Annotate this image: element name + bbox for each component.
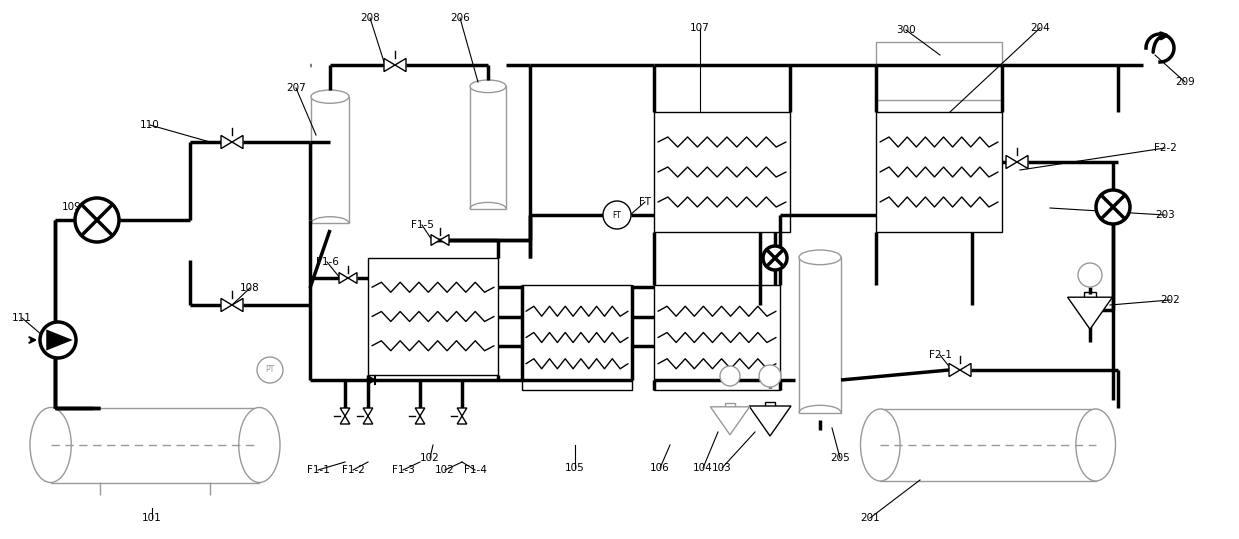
Text: 202: 202 [1160,295,1180,305]
Text: 205: 205 [830,453,850,463]
Bar [654,112,790,232]
Polygon shape [221,135,232,149]
Circle shape [763,246,787,270]
Text: F1-5: F1-5 [410,220,434,230]
Bar [880,409,1095,481]
Polygon shape [341,416,349,424]
Text: F1-6: F1-6 [316,257,338,267]
Bar [1084,292,1095,298]
Circle shape [760,365,781,387]
Polygon shape [339,273,348,284]
Bar [470,86,506,209]
Polygon shape [48,332,68,348]
Polygon shape [384,58,395,72]
Text: FT: FT [639,197,650,207]
Ellipse shape [470,80,506,93]
Polygon shape [363,416,373,424]
Text: 204: 204 [1030,23,1049,33]
Text: 104: 104 [693,463,712,473]
Text: 102: 102 [420,453,440,463]
Text: PT: PT [265,365,275,375]
Bar [876,42,1002,100]
Text: 300: 300 [896,25,916,35]
Text: FT: FT [612,211,622,219]
Text: F2-1: F2-1 [928,350,952,360]
Polygon shape [341,408,349,416]
Polygon shape [431,234,440,245]
Polygon shape [1017,155,1028,169]
Text: 106: 106 [650,463,670,473]
Polygon shape [221,299,232,312]
Polygon shape [1006,155,1017,169]
Text: 110: 110 [140,120,160,130]
Text: F1-4: F1-4 [463,465,487,475]
Polygon shape [232,135,243,149]
Circle shape [40,322,76,358]
Text: 109: 109 [62,202,82,212]
Circle shape [720,366,740,386]
Circle shape [1078,263,1101,287]
Polygon shape [457,416,467,424]
Polygon shape [368,376,375,384]
Polygon shape [750,406,790,436]
Bar [522,285,632,390]
Bar [764,402,776,406]
Circle shape [603,201,631,229]
Ellipse shape [30,407,72,482]
Circle shape [76,198,119,242]
Bar [311,96,349,223]
Text: 208: 208 [361,13,380,23]
Text: 203: 203 [1155,210,1175,220]
Circle shape [256,357,282,383]
Text: 209: 209 [1175,77,1194,87]
Text: 201: 201 [860,513,880,523]
Text: 101: 101 [142,513,162,523]
Text: F2-2: F2-2 [1154,143,1177,153]
Text: F1-1: F1-1 [306,465,330,475]
Ellipse shape [239,407,280,482]
Text: F1-2: F1-2 [342,465,364,475]
Polygon shape [440,234,449,245]
Circle shape [1097,190,1130,224]
Bar [799,257,841,413]
Polygon shape [395,58,406,72]
Polygon shape [457,408,467,416]
Polygon shape [363,408,373,416]
Text: 107: 107 [690,23,710,33]
Text: 206: 206 [450,13,470,23]
Ellipse shape [799,250,841,265]
Text: 108: 108 [240,283,260,293]
Polygon shape [415,416,425,424]
Polygon shape [960,363,971,377]
Text: 105: 105 [565,463,585,473]
Polygon shape [232,299,243,312]
Ellipse shape [861,409,900,481]
Text: 103: 103 [712,463,732,473]
Polygon shape [415,408,425,416]
Ellipse shape [311,90,349,103]
Bar [368,258,498,375]
Text: 111: 111 [12,313,32,323]
Text: 102: 102 [435,465,455,475]
Bar [51,407,259,482]
Ellipse shape [1075,409,1115,481]
Polygon shape [348,273,357,284]
Bar [876,112,1002,232]
Bar [725,403,735,407]
Polygon shape [949,363,960,377]
Bar [654,285,781,390]
Polygon shape [1068,297,1113,329]
Text: F1-3: F1-3 [392,465,414,475]
Polygon shape [710,407,750,435]
Text: 207: 207 [286,83,306,93]
